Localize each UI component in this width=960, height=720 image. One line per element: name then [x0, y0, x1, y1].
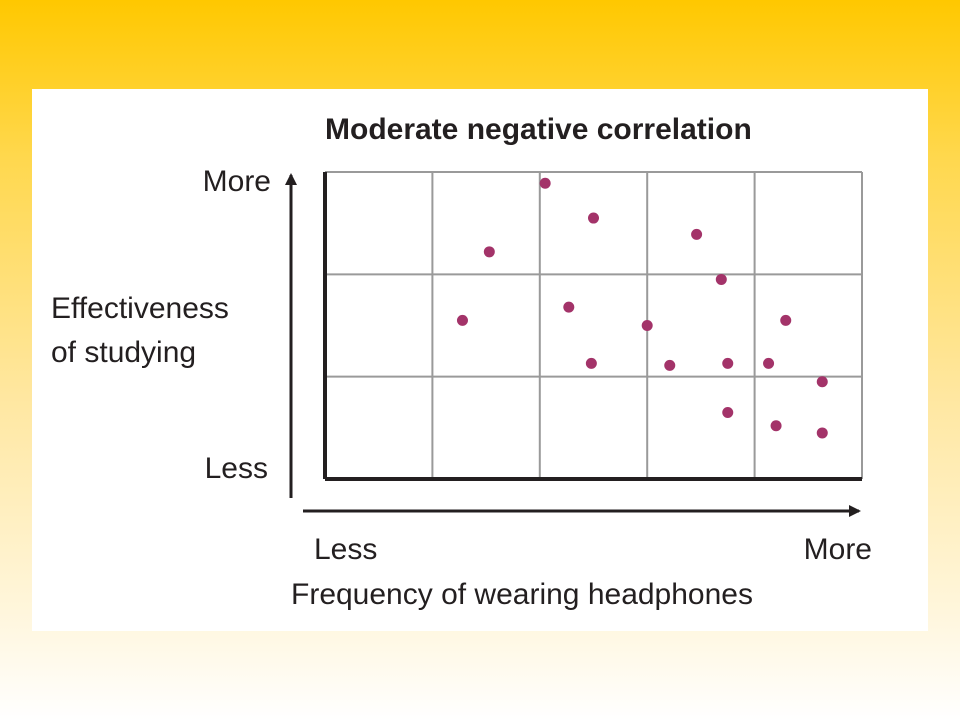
- y-tick-label-low: Less: [205, 452, 268, 485]
- y-axis-label-line-1: Effectiveness: [51, 292, 229, 325]
- data-point: [780, 314, 792, 326]
- scatter-chart: Moderate negative correlation More Less …: [51, 113, 872, 611]
- data-point: [715, 273, 727, 285]
- data-point: [816, 427, 828, 439]
- data-point: [664, 359, 676, 371]
- data-point: [722, 357, 734, 369]
- data-point: [763, 357, 775, 369]
- data-point: [483, 246, 495, 258]
- data-point: [691, 228, 703, 240]
- data-point: [770, 420, 782, 432]
- data-point: [563, 301, 575, 313]
- x-tick-label-high: More: [804, 533, 872, 566]
- chart-title: Moderate negative correlation: [325, 113, 752, 146]
- slide-card: Moderate negative correlation More Less …: [32, 89, 928, 631]
- data-point: [641, 320, 653, 331]
- x-tick-label-low: Less: [314, 533, 377, 566]
- data-point: [588, 212, 599, 224]
- x-axis-label: Frequency of wearing headphones: [291, 578, 753, 611]
- data-point: [456, 314, 468, 326]
- data-point: [585, 357, 597, 369]
- data-point: [539, 177, 551, 189]
- grid: [325, 171, 863, 479]
- data-points: [456, 177, 828, 439]
- data-point: [816, 376, 828, 388]
- y-axis-label-line-2: of studying: [51, 336, 196, 369]
- data-point: [722, 406, 734, 418]
- y-tick-label-high: More: [203, 165, 271, 198]
